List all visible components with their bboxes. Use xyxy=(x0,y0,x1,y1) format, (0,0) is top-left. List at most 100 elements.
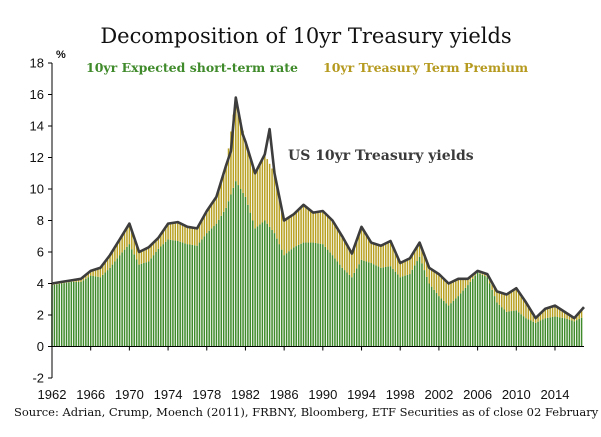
expected-rate-bar xyxy=(58,283,61,347)
expected-rate-bar xyxy=(235,181,237,347)
term-premium-bar xyxy=(406,259,409,275)
term-premium-bar xyxy=(382,244,385,268)
term-premium-bar xyxy=(135,244,138,260)
expected-rate-bar xyxy=(145,262,148,347)
expected-rate-bar xyxy=(283,255,285,347)
expected-rate-bar xyxy=(152,255,155,347)
term-premium-bar xyxy=(220,181,223,216)
term-premium-bar xyxy=(324,213,327,247)
expected-rate-bar xyxy=(546,317,549,347)
term-premium-bar xyxy=(150,244,152,259)
term-premium-bar xyxy=(428,267,430,284)
term-premium-bar xyxy=(237,108,239,186)
expected-rate-bar xyxy=(160,246,162,347)
x-tick-label: 1998 xyxy=(386,387,415,402)
term-premium-bar xyxy=(568,315,571,320)
term-premium-bar xyxy=(145,248,148,263)
term-premium-bar xyxy=(302,204,305,243)
term-premium-bar xyxy=(549,307,551,318)
expected-rate-bar xyxy=(457,296,460,347)
axes-group: -2 0 2 4 6 8 10 12 14 16 18 1962 1966 1970 1974 1978 198… xyxy=(30,56,584,402)
term-premium-bar xyxy=(575,315,578,321)
expected-rate-bar xyxy=(201,239,203,347)
expected-rate-bar xyxy=(305,242,307,347)
term-premium-bar xyxy=(215,196,218,224)
term-premium-bar xyxy=(189,227,191,245)
term-premium-bar xyxy=(551,306,554,317)
expected-rate-bar xyxy=(363,260,365,347)
expected-rate-bar xyxy=(169,239,172,347)
expected-rate-bar xyxy=(474,275,476,347)
term-premium-bar xyxy=(469,276,472,282)
expected-rate-bar xyxy=(278,244,281,347)
term-premium-bar xyxy=(525,302,527,319)
expected-rate-bar xyxy=(322,244,324,347)
expected-rate-bar xyxy=(65,282,68,347)
expected-rate-bar xyxy=(459,293,462,347)
expected-rate-bar xyxy=(389,266,392,347)
expected-rate-bar xyxy=(176,240,179,347)
term-premium-bar xyxy=(438,274,440,297)
term-premium-bar xyxy=(341,236,343,268)
term-premium-bar xyxy=(561,310,563,318)
expected-rate-bar xyxy=(426,276,428,347)
term-premium-bar xyxy=(537,315,539,322)
expected-rate-bar xyxy=(515,310,518,347)
term-premium-bar xyxy=(440,276,443,299)
x-tick-label: 1978 xyxy=(192,387,221,402)
term-premium-bar xyxy=(254,173,256,229)
expected-rate-bar xyxy=(290,249,293,347)
expected-rate-bar xyxy=(273,233,276,347)
term-premium-bar xyxy=(285,218,288,254)
expected-rate-bar xyxy=(232,187,235,347)
term-premium-bar xyxy=(399,263,401,278)
expected-rate-bar xyxy=(244,196,247,347)
expected-rate-bar xyxy=(464,287,467,347)
expected-rate-bar xyxy=(329,252,331,347)
expected-rate-bar xyxy=(203,236,206,347)
expected-rate-bar xyxy=(94,276,97,347)
term-premium-bar xyxy=(85,274,87,279)
term-premium-bar xyxy=(184,225,186,244)
term-premium-bar xyxy=(271,168,273,230)
x-tick-label: 1962 xyxy=(38,387,67,402)
term-premium-bar xyxy=(300,207,302,244)
term-premium-bar xyxy=(423,255,426,271)
expected-rate-bar xyxy=(472,278,474,347)
y-tick-label: 8 xyxy=(37,213,44,228)
term-premium-bar xyxy=(546,307,549,318)
term-premium-bar xyxy=(126,227,128,247)
expected-rate-bar xyxy=(462,290,464,347)
term-premium-bar xyxy=(530,310,532,321)
term-premium-bar xyxy=(288,217,290,252)
expected-rate-bar xyxy=(268,226,271,347)
term-premium-bar xyxy=(501,292,503,308)
expected-rate-bar xyxy=(271,229,273,347)
expected-rate-bar xyxy=(571,320,573,347)
term-premium-bar xyxy=(522,298,525,317)
term-premium-bar xyxy=(232,114,235,188)
expected-rate-bar xyxy=(121,252,123,347)
expected-rate-bar xyxy=(416,261,418,347)
term-premium-bar xyxy=(247,149,249,205)
term-premium-bar xyxy=(155,240,157,252)
term-premium-bar xyxy=(128,223,131,245)
expected-rate-bar xyxy=(293,247,295,347)
expected-rate-bar xyxy=(360,259,363,347)
expected-rate-bar xyxy=(377,266,380,347)
expected-rate-bar xyxy=(382,267,385,347)
expected-rate-bar xyxy=(135,259,138,347)
expected-rate-bar xyxy=(539,320,542,347)
term-premium-bar xyxy=(87,272,90,278)
expected-rate-bar xyxy=(126,246,128,347)
term-premium-bar xyxy=(239,119,242,189)
expected-rate-bar xyxy=(491,289,493,347)
term-premium-bar xyxy=(114,247,116,262)
expected-rate-bar xyxy=(568,319,571,347)
expected-rate-bar xyxy=(261,222,264,347)
expected-rate-bar xyxy=(75,281,77,347)
term-premium-bar xyxy=(363,230,365,261)
expected-rate-bar xyxy=(387,266,389,347)
expected-rate-bar xyxy=(237,185,239,347)
term-premium-bar xyxy=(559,308,561,318)
